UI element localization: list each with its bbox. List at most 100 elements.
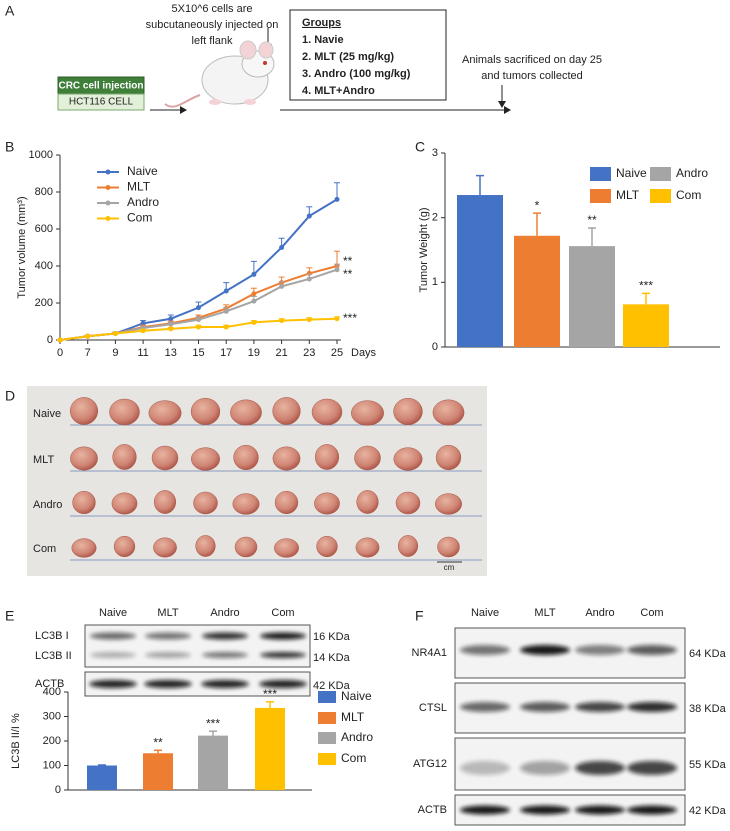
tumor	[111, 492, 138, 515]
lane-label: Com	[271, 607, 294, 619]
row-label: ACTB	[35, 678, 64, 690]
y-tick-label: 400	[43, 686, 61, 698]
band	[90, 652, 136, 658]
size-label: 55 KDa	[689, 759, 727, 771]
y-tick-label: 0	[55, 784, 61, 796]
band	[144, 680, 192, 688]
scale-label: cm	[444, 563, 455, 572]
tumor	[71, 538, 97, 558]
point	[306, 317, 312, 323]
band	[575, 645, 625, 655]
size-label: 64 KDa	[689, 648, 727, 660]
point	[196, 317, 201, 323]
tumor	[230, 399, 262, 426]
band	[460, 805, 510, 815]
point	[251, 271, 257, 277]
band	[460, 645, 510, 655]
groups-title: Groups	[302, 17, 341, 29]
note: left flank	[192, 35, 233, 47]
row-label: MLT	[33, 454, 54, 466]
tumor	[393, 397, 423, 426]
point	[140, 328, 146, 334]
size-label: 14 KDa	[313, 652, 351, 664]
mouse-illustration	[164, 40, 275, 108]
x-tick-label: 0	[57, 347, 63, 359]
y-tick-label: 400	[35, 260, 53, 272]
legend-swatch	[318, 753, 336, 765]
significance: **	[343, 254, 353, 268]
row-label: CTSL	[419, 702, 447, 714]
band	[260, 632, 306, 640]
point	[223, 308, 229, 314]
tumor	[272, 397, 301, 425]
row-label: Com	[33, 543, 56, 555]
size-label: 42 KDa	[689, 805, 727, 817]
bar	[143, 753, 173, 790]
legend-swatch	[650, 189, 671, 203]
legend-label: Com	[676, 188, 701, 202]
legend-swatch	[318, 691, 336, 703]
significance: ***	[639, 278, 653, 292]
row-label: LC3B I	[35, 630, 69, 642]
band	[145, 652, 191, 658]
y-tick-label: 300	[43, 710, 61, 722]
x-tick-label: 7	[85, 347, 91, 359]
tumor	[311, 398, 343, 426]
band	[90, 632, 136, 640]
y-axis-label: Tumor Weight (g)	[418, 208, 430, 293]
tumor	[356, 490, 379, 514]
legend-label: Andro	[341, 730, 373, 744]
legend-swatch	[650, 167, 671, 181]
tumor-photo-content: Naive MLT Andro Com cm	[33, 397, 482, 572]
tumor	[70, 446, 98, 471]
band	[460, 761, 510, 775]
y-tick-label: 1	[432, 276, 438, 288]
legend-label: MLT	[341, 710, 365, 724]
band	[627, 805, 677, 815]
point	[168, 326, 174, 332]
point	[279, 318, 285, 324]
point	[251, 319, 257, 325]
band	[89, 680, 137, 688]
point	[251, 291, 257, 297]
tumor	[112, 444, 137, 470]
legend-swatch	[318, 712, 336, 724]
panel-label: A	[5, 3, 15, 19]
tumor	[437, 536, 460, 558]
panel-label: C	[415, 139, 425, 155]
point	[223, 288, 229, 294]
y-tick-label: 200	[35, 297, 53, 309]
legend-label: Naive	[616, 166, 647, 180]
significance: **	[587, 213, 597, 227]
band	[575, 805, 625, 815]
band	[202, 652, 248, 658]
point	[306, 276, 312, 282]
significance: **	[153, 735, 163, 749]
point	[140, 320, 146, 326]
bar	[198, 735, 228, 790]
x-axis-label: Days	[351, 347, 377, 359]
point	[334, 316, 340, 322]
panel-label: D	[5, 388, 15, 404]
lane-label: Andro	[585, 607, 614, 619]
lane-label: Naive	[99, 607, 127, 619]
row-label: ACTB	[418, 804, 447, 816]
point	[334, 267, 340, 273]
legend-label: MLT	[127, 180, 151, 194]
lane-label: Naive	[471, 607, 499, 619]
tumor	[274, 490, 299, 515]
blot-frame	[84, 624, 311, 668]
point	[196, 324, 201, 330]
band	[627, 761, 677, 775]
bar	[569, 246, 615, 347]
point	[251, 298, 257, 304]
x-tick-label: 15	[192, 347, 204, 359]
tumor	[272, 446, 301, 471]
group: 2. MLT (25 mg/kg)	[302, 51, 394, 63]
x-tick-label: 25	[331, 347, 343, 359]
point	[279, 245, 285, 250]
legend-swatch	[105, 200, 111, 206]
legend-swatch	[105, 169, 111, 175]
y-tick-label: 1000	[29, 149, 53, 161]
